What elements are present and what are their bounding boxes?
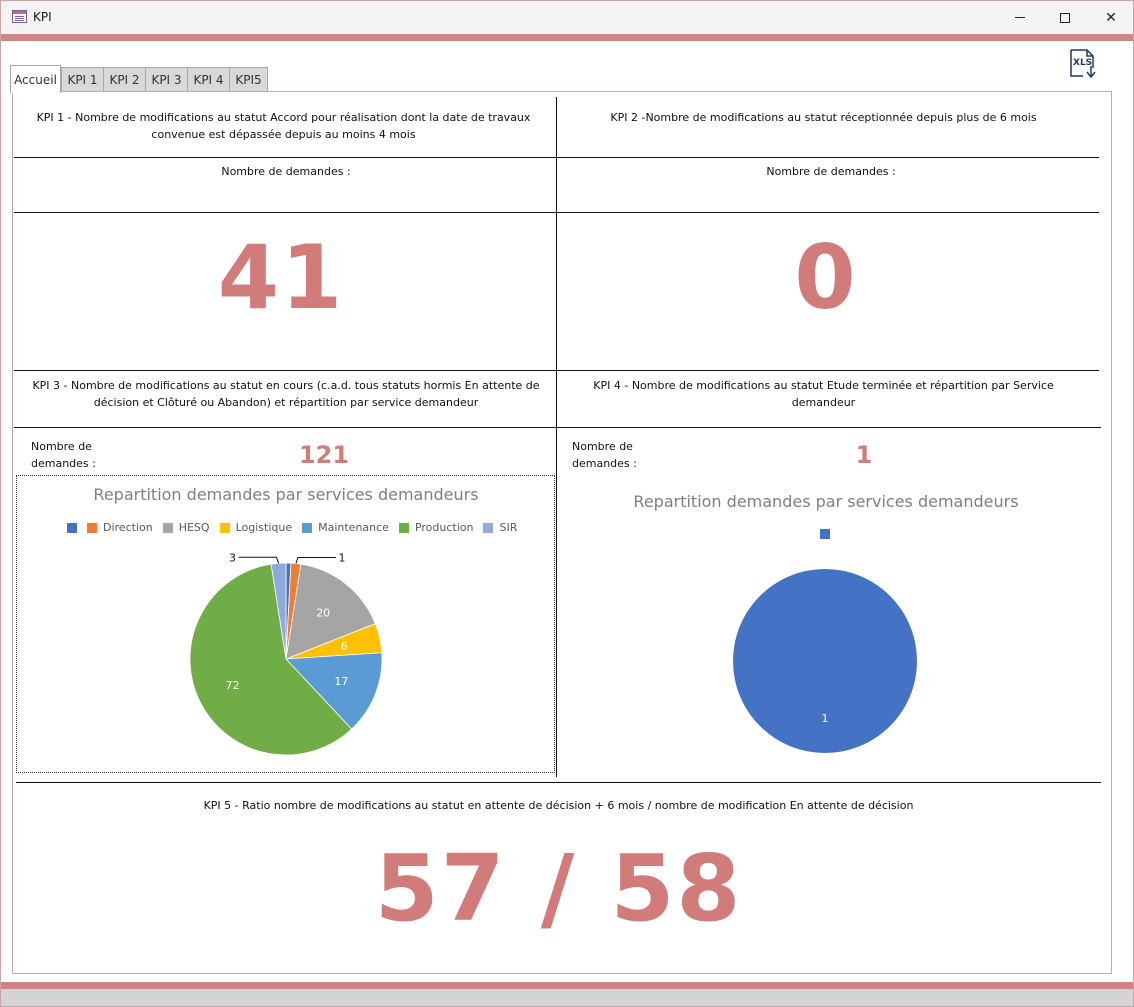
kpi3-chart-title: Repartition demandes par services demand… [93, 485, 479, 504]
kpi3-pie-chart: 1 20 6 17 72 3 [189, 551, 383, 756]
legend-label: SIR [499, 521, 518, 534]
legend-entry: Production [398, 521, 474, 534]
kpi1-title: KPI 1 - Nombre de modifications au statu… [36, 111, 531, 141]
kpi2-title: KPI 2 -Nombre de modifications au statut… [610, 111, 1037, 124]
kpi1-value: 41 [217, 226, 345, 329]
kpi2-count-label: Nombre de demandes : [766, 165, 896, 178]
pie-slice [285, 652, 383, 730]
close-icon: ✕ [1105, 9, 1117, 26]
legend-entry: Direction [87, 521, 153, 534]
data-label: 72 [226, 679, 240, 692]
kpi3-count-label-line2: demandes : [31, 457, 96, 470]
tab-accueil[interactable]: Accueil [10, 65, 61, 93]
title-bar: KPI ✕ [1, 1, 1133, 34]
legend-swatch [162, 522, 173, 533]
legend-swatch [87, 522, 97, 533]
data-label: 1 [822, 712, 829, 725]
kpi4-pie-chart: 1 [733, 569, 917, 753]
close-button[interactable]: ✕ [1088, 1, 1134, 34]
legend-label: Direction [103, 521, 153, 534]
kpi4-chart-legend [820, 529, 830, 539]
status-bar [1, 989, 1133, 1006]
grid-divider [556, 97, 557, 777]
data-label: 1 [338, 552, 345, 565]
tab-kpi-2[interactable]: KPI 2 [103, 67, 146, 92]
data-label: 3 [229, 551, 236, 564]
tab-kpi-5[interactable]: KPI5 [229, 67, 268, 92]
legend-entry: SIR [483, 521, 517, 534]
tab-kpi-1[interactable]: KPI 1 [61, 67, 104, 92]
kpi4-chart-title: Repartition demandes par services demand… [633, 492, 1019, 511]
grid-line [16, 782, 1101, 783]
legend-label: Maintenance [318, 521, 389, 534]
xls-icon-text: XLS [1073, 58, 1092, 68]
maximize-icon [1060, 12, 1070, 23]
pie-slice [733, 569, 917, 753]
export-xls-button[interactable]: XLS [1067, 48, 1097, 80]
leader-line [238, 556, 280, 564]
minimize-button[interactable] [997, 1, 1043, 34]
data-label: 6 [341, 640, 348, 653]
footer-accent-strip [1, 982, 1133, 989]
legend-entry [67, 522, 77, 533]
pie-slice [285, 563, 376, 660]
kpi1-count-label: Nombre de demandes : [221, 165, 351, 178]
kpi3-chart-frame [16, 475, 555, 773]
kpi4-count-label-line1: Nombre de [572, 440, 633, 453]
tab-kpi-3[interactable]: KPI 3 [145, 67, 188, 92]
minimize-icon [1015, 17, 1025, 18]
form-app-icon [12, 10, 27, 23]
legend-label: Production [414, 521, 474, 534]
kpi4-value: 1 [855, 441, 873, 469]
kpi5-title: KPI 5 - Ratio nombre de modifications au… [203, 799, 914, 812]
accueil-panel [12, 91, 1112, 974]
header-accent-strip [1, 34, 1133, 41]
maximize-button[interactable] [1042, 1, 1088, 34]
legend-swatch [219, 522, 230, 533]
data-label: 20 [316, 607, 330, 620]
window-title: KPI [33, 10, 52, 24]
legend-entry: HESQ [162, 521, 210, 534]
legend-swatch [820, 529, 830, 539]
pie-slice [189, 563, 353, 756]
grid-line [14, 427, 1101, 428]
kpi3-chart-legend: Direction HESQ Logistique Maintenance Produc… [67, 521, 517, 534]
kpi2-value: 0 [794, 226, 858, 329]
kpi3-title: KPI 3 - Nombre de modifications au statu… [32, 379, 540, 409]
kpi3-count-label-line1: Nombre de [31, 440, 92, 453]
legend-swatch [302, 522, 313, 533]
legend-swatch [398, 522, 409, 533]
xls-export-icon: XLS [1070, 49, 1096, 79]
legend-swatch [67, 522, 77, 533]
legend-label: Logistique [235, 521, 293, 534]
data-label: 17 [334, 675, 348, 688]
legend-swatch [483, 522, 494, 533]
legend-entry: Logistique [219, 521, 293, 534]
legend-label: HESQ [178, 521, 210, 534]
tab-kpi-4[interactable]: KPI 4 [187, 67, 230, 92]
leader-line [295, 557, 336, 564]
legend-entry [820, 529, 830, 539]
legend-entry: Maintenance [302, 521, 389, 534]
kpi4-count-label-line2: demandes : [572, 457, 637, 470]
kpi4-title: KPI 4 - Nombre de modifications au statu… [593, 379, 1054, 409]
kpi3-value: 121 [298, 441, 350, 469]
kpi5-value: 57 / 58 [374, 835, 743, 942]
